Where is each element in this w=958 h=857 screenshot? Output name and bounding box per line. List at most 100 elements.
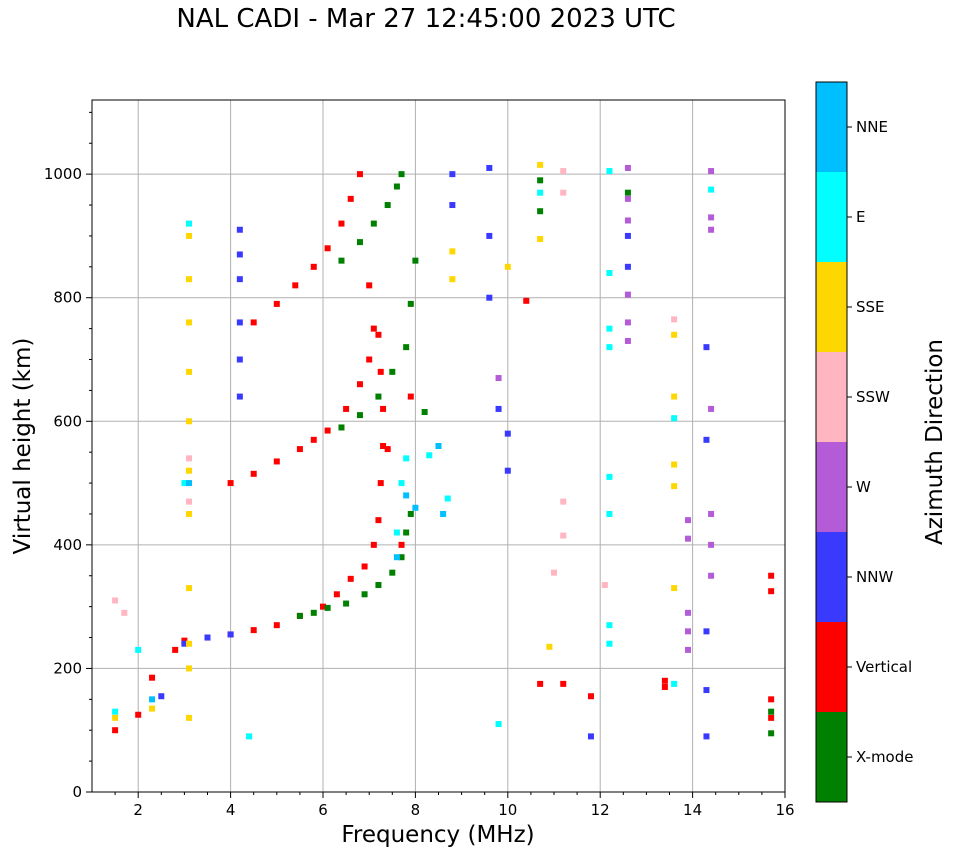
echo-point-nnw <box>227 631 234 638</box>
y-tick-label: 400 <box>53 536 82 554</box>
grid-lines <box>92 100 785 792</box>
echo-point-x-mode <box>389 368 396 375</box>
echo-point-e <box>495 721 502 728</box>
colorbar: X-mode Vertical NNW W SSW SSE E NNE <box>815 81 913 803</box>
echo-point-vertical <box>338 220 345 227</box>
echo-point-x-mode <box>375 582 382 589</box>
echo-point-x-mode <box>537 208 544 215</box>
echo-point-e <box>246 733 253 740</box>
echo-point-vertical <box>768 714 775 721</box>
echo-point-nnw <box>504 467 511 474</box>
y-tick-label: 200 <box>53 659 82 677</box>
echo-point-nne <box>149 696 156 703</box>
echo-point-nnw <box>449 171 456 178</box>
echo-point-ssw <box>560 498 567 505</box>
echo-point-x-mode <box>421 409 428 416</box>
echo-point-ssw <box>560 168 567 175</box>
echo-point-w <box>624 195 631 202</box>
echo-point-vertical <box>250 470 257 477</box>
echo-point-e <box>393 529 400 536</box>
colorbar-segment <box>816 442 847 532</box>
echo-point-x-mode <box>356 239 363 246</box>
echo-point-e <box>537 189 544 196</box>
echo-point-e <box>606 344 613 351</box>
echo-point-e <box>186 220 193 227</box>
echo-point-vertical <box>250 627 257 634</box>
echo-point-ssw <box>112 597 119 604</box>
echo-point-x-mode <box>768 708 775 715</box>
echo-point-e <box>671 415 678 422</box>
echo-point-vertical <box>661 683 668 690</box>
echo-point-sse <box>149 705 156 712</box>
echo-point-e <box>606 325 613 332</box>
echo-point-x-mode <box>361 591 368 598</box>
echo-point-nnw <box>236 319 243 326</box>
echo-point-w <box>684 628 691 635</box>
echo-point-vertical <box>296 446 303 453</box>
colorbar-segment <box>816 712 847 802</box>
colorbar-tick-label: Vertical <box>856 658 912 676</box>
echo-point-w <box>684 609 691 616</box>
echo-point-x-mode <box>768 730 775 737</box>
echo-point-vertical <box>407 393 414 400</box>
y-tick-label: 0 <box>72 783 82 801</box>
echo-point-vertical <box>377 480 384 487</box>
echo-point-vertical <box>310 436 317 443</box>
echo-point-ssw <box>186 498 193 505</box>
echo-point-x-mode <box>389 569 396 576</box>
echo-point-vertical <box>135 711 142 718</box>
echo-point-w <box>624 291 631 298</box>
x-tick-label: 14 <box>683 801 702 819</box>
echo-point-nnw <box>624 232 631 239</box>
echo-point-w <box>708 168 715 175</box>
echo-point-vertical <box>310 263 317 270</box>
x-tick-label: 10 <box>498 801 517 819</box>
echo-point-vertical <box>537 680 544 687</box>
y-tick-label: 1000 <box>44 165 82 183</box>
colorbar-segment <box>816 532 847 622</box>
echo-point-vertical <box>384 446 391 453</box>
echo-point-sse <box>671 331 678 338</box>
colorbar-segment <box>816 262 847 352</box>
echo-point-e <box>181 480 188 487</box>
echo-point-vertical <box>375 517 382 524</box>
echo-point-w <box>624 337 631 344</box>
echo-point-vertical <box>768 588 775 595</box>
echo-point-w <box>684 517 691 524</box>
x-tick-label: 6 <box>318 801 328 819</box>
echo-point-vertical <box>320 603 326 610</box>
echo-point-vertical <box>250 319 257 326</box>
echo-point-nnw <box>703 436 710 443</box>
y-tick-label: 800 <box>53 289 82 307</box>
x-axis-label: Frequency (MHz) <box>341 822 534 848</box>
echo-point-x-mode <box>398 554 405 561</box>
echo-point-x-mode <box>370 220 377 227</box>
echo-point-nnw <box>449 202 456 209</box>
echo-point-x-mode <box>537 177 544 184</box>
echo-point-vertical <box>398 541 405 548</box>
echo-point-vertical <box>292 282 299 289</box>
echo-point-sse <box>186 368 193 375</box>
echo-point-vertical <box>343 405 350 412</box>
echo-point-sse <box>537 236 544 243</box>
echo-point-sse <box>671 393 678 400</box>
colorbar-label: Azimuth Direction <box>922 339 948 545</box>
echo-point-ssw <box>186 455 193 462</box>
echo-point-sse <box>186 640 193 647</box>
echo-point-vertical <box>380 405 387 412</box>
echo-point-ssw <box>560 189 567 196</box>
echo-point-ssw <box>601 582 608 589</box>
colorbar-frame <box>815 81 848 803</box>
echo-point-vertical <box>273 622 280 629</box>
echo-point-e <box>398 480 405 487</box>
echo-point-e <box>112 708 119 715</box>
colorbar-segment <box>816 622 847 712</box>
echo-point-vertical <box>377 368 384 375</box>
echo-point-nnw <box>495 405 502 412</box>
echo-point-x-mode <box>393 183 400 190</box>
echo-point-x-mode <box>407 300 414 307</box>
echo-point-vertical <box>366 282 373 289</box>
y-tick-label: 600 <box>53 412 82 430</box>
echo-point-w <box>708 214 715 221</box>
